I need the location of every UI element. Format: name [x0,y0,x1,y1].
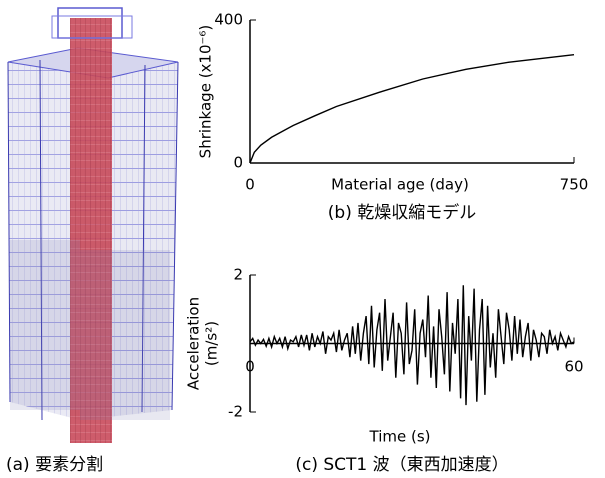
caption: (a) 要素分割 [6,455,103,475]
y-tick-label: 0 [233,154,243,172]
x-axis-label: Material age (day) [331,176,469,194]
y-axis-label: Acceleration [185,297,203,390]
x-tick-label: 0 [245,176,255,194]
y-tick-label: 400 [214,11,243,29]
y-axis-label: (m/s²) [203,321,221,366]
x-tick-label: 60 [564,358,583,376]
page: {"figure_a": {"caption": "(a) 要素分割"}, "c… [0,0,605,478]
y-axis-label: Shrinkage (x10⁻⁶) [197,25,215,159]
data-line [250,285,574,405]
x-tick-label: 750 [560,176,589,194]
y-tick-label: 2 [233,266,243,284]
data-line [250,55,574,163]
caption: (b) 乾燥収縮モデル [328,202,476,223]
figure: (a) 要素分割 0 400 0 750 Material age (day) Shrin… [0,0,605,478]
x-tick-label: 0 [245,358,255,376]
building-model [8,8,178,443]
caption: (c) SCT1 波（東西加速度） [295,455,508,475]
x-axis-label: Time (s) [369,428,431,446]
y-tick-label: -2 [228,403,243,421]
